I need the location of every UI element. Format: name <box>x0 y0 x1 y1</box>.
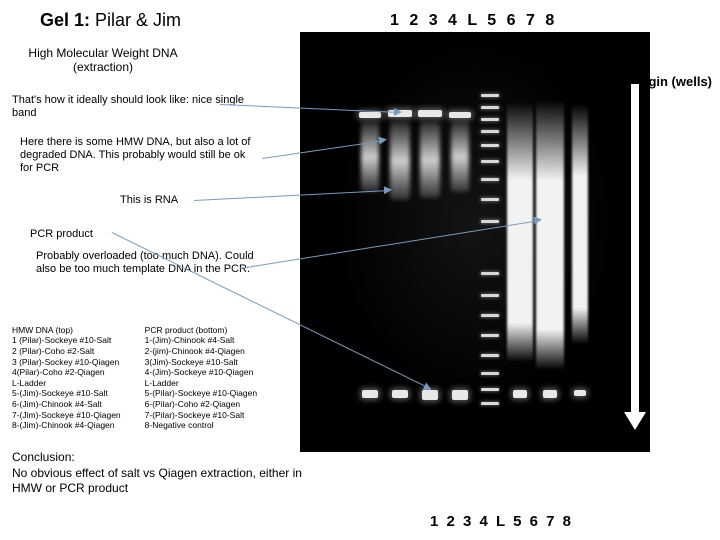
bright-lane <box>507 102 533 362</box>
ladder-band <box>481 388 499 391</box>
ladder-band <box>481 144 499 147</box>
migration-arrow-icon <box>626 84 644 430</box>
ladder-band <box>481 160 499 163</box>
legend-block: HMW DNA (top) 1 (Pilar)-Sockeye #10-Salt… <box>12 314 257 442</box>
bright-lane <box>536 100 564 370</box>
ladder-band <box>481 354 499 357</box>
pcr-band <box>543 390 557 398</box>
title-bold: Gel 1: <box>40 10 90 30</box>
dna-smear <box>361 122 379 192</box>
legend-right-header: PCR product (bottom) <box>145 325 228 335</box>
legend-right: PCR product (bottom) 1-(Jim)-Chinook #4-… <box>145 314 257 442</box>
gel-background <box>300 32 650 452</box>
pcr-band <box>574 390 586 396</box>
ladder-band <box>481 294 499 297</box>
hmw-band <box>359 112 381 118</box>
leader-arrowhead-icon <box>378 135 387 144</box>
legend-right-lines: 1-(Jim)-Chinook #4-Salt 2-(jim)-Chinook … <box>145 335 257 431</box>
ladder-band <box>481 198 499 201</box>
note-pcr-product: PCR product <box>30 228 150 241</box>
dna-smear <box>390 122 410 200</box>
note-ideal-band: That's how it ideally should look like: … <box>12 94 252 120</box>
hmw-subtitle: High Molecular Weight DNA (extraction) <box>18 46 188 75</box>
leader-arrowhead-icon <box>384 186 392 194</box>
lane-labels-bottom: 1 2 3 4 L 5 6 7 8 <box>430 513 573 530</box>
ladder-band <box>481 94 499 97</box>
hmw-band <box>449 112 471 118</box>
title-rest: Pilar & Jim <box>90 10 181 30</box>
dna-smear <box>451 122 469 192</box>
legend-left: HMW DNA (top) 1 (Pilar)-Sockeye #10-Salt… <box>12 314 121 442</box>
ladder-band <box>481 402 499 405</box>
pcr-band <box>513 390 527 398</box>
ladder-band <box>481 314 499 317</box>
legend-left-header: HMW DNA (top) <box>12 325 73 335</box>
dna-smear <box>420 122 440 198</box>
ladder-band <box>481 106 499 109</box>
ladder-band <box>481 130 499 133</box>
pcr-band <box>392 390 408 398</box>
hmw-band <box>418 110 442 117</box>
slide-title: Gel 1: Pilar & Jim <box>40 10 181 31</box>
leader-arrowhead-icon <box>394 108 402 116</box>
ladder-band <box>481 334 499 337</box>
pcr-band <box>362 390 378 398</box>
note-degraded-dna: Here there is some HMW DNA, but also a l… <box>20 136 260 176</box>
note-overloaded: Probably overloaded (too much DNA). Coul… <box>36 250 266 276</box>
ladder-band <box>481 178 499 181</box>
ladder-band <box>481 272 499 275</box>
ladder-band <box>481 118 499 121</box>
note-rna: This is RNA <box>120 194 240 207</box>
conclusion-text: Conclusion: No obvious effect of salt vs… <box>12 450 302 497</box>
pcr-band <box>452 390 468 400</box>
legend-left-lines: 1 (Pilar)-Sockeye #10-Salt 2 (Pilar)-Coh… <box>12 335 121 431</box>
ladder-band <box>481 372 499 375</box>
gel-image <box>300 32 650 452</box>
lane-labels-top: 1 2 3 4 L 5 6 7 8 <box>390 12 557 30</box>
ladder-band <box>481 220 499 223</box>
leader-arrowhead-icon <box>533 215 542 224</box>
bright-lane <box>572 104 588 344</box>
